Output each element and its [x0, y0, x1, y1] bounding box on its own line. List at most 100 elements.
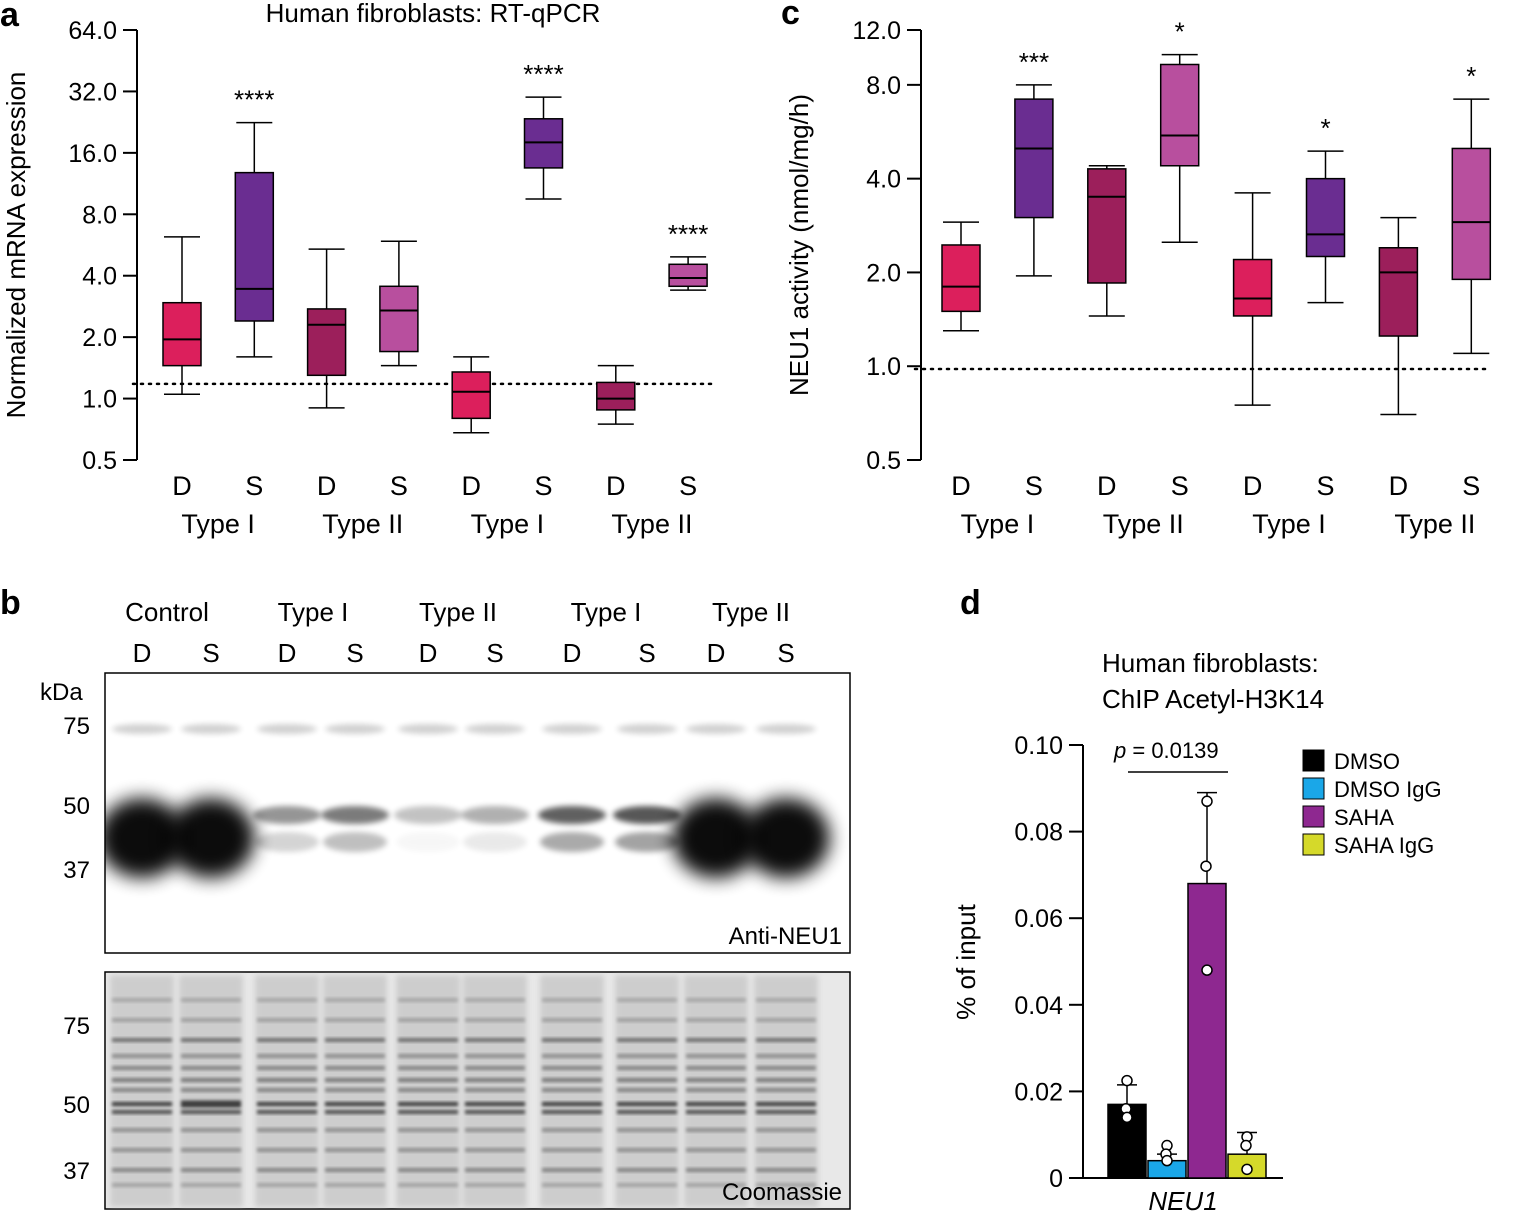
- coomassie-band: [686, 1110, 746, 1114]
- box-D-1: [941, 221, 981, 332]
- legend-swatch: [1302, 749, 1325, 772]
- category-label: D: [951, 471, 971, 501]
- legend-item: SAHA: [1302, 805, 1394, 830]
- p-value-symbol: p: [1113, 738, 1126, 763]
- y-tick-label: 4.0: [82, 263, 117, 291]
- coomassie-band: [181, 1168, 241, 1172]
- significance-label: *: [1320, 113, 1330, 143]
- coomassie-band: [756, 1128, 816, 1132]
- coomassie-band: [686, 998, 746, 1002]
- coomassie-band: [617, 1168, 677, 1172]
- neu1-band: [321, 806, 389, 824]
- coomassie-band: [398, 1078, 458, 1082]
- coomassie-band: [325, 1183, 385, 1187]
- lane-group-label: Type I: [571, 597, 642, 627]
- legend-swatch: [1302, 833, 1325, 856]
- legend-label: DMSO IgG: [1334, 777, 1442, 802]
- neu1-band-lower: [323, 832, 387, 852]
- box-rect: [596, 381, 636, 411]
- coomassie-band: [617, 1110, 677, 1114]
- p-value-annotation: p = 0.0139: [1113, 738, 1219, 763]
- coomassie-band: [181, 1128, 241, 1132]
- box-rect: [1305, 177, 1346, 258]
- coomassie-band: [542, 1110, 602, 1114]
- neu1-lane: [105, 724, 186, 878]
- coomassie-band: [542, 1128, 602, 1132]
- group-label: Type II: [1103, 509, 1184, 539]
- coomassie-band: [398, 1102, 458, 1106]
- coomassie-band: [542, 1088, 602, 1092]
- neu1-lane: [394, 724, 462, 824]
- box-rect: [306, 308, 347, 377]
- data-point: [1121, 1074, 1133, 1087]
- coomassie-band: [617, 1054, 677, 1058]
- box-D-1: [162, 236, 202, 395]
- legend-label: DMSO: [1334, 749, 1400, 774]
- category-label: S: [245, 471, 263, 501]
- data-point: [1161, 1154, 1173, 1167]
- coomassie-band: [465, 1078, 525, 1082]
- significance-label: ***: [1019, 47, 1049, 77]
- coomassie-band: [398, 1148, 458, 1152]
- coomassie-band: [686, 1183, 746, 1187]
- coomassie-band: [325, 1088, 385, 1092]
- y-tick-label: 12.0: [852, 17, 901, 45]
- coomassie-band: [112, 1148, 172, 1152]
- box-rect: [668, 263, 708, 288]
- lane-group-label: Type II: [419, 597, 497, 627]
- mw-marker-bottom: 37: [63, 1158, 90, 1185]
- panel-b-lane-headers: Control Type I Type II Type I Type II D S D S D S D…: [125, 597, 795, 668]
- legend-item: DMSO IgG: [1302, 777, 1442, 802]
- coomassie-band: [542, 998, 602, 1002]
- y-tick-label: 0.08: [1014, 819, 1063, 847]
- anti-neu1-label: Anti-NEU1: [729, 923, 842, 950]
- group-label: Type II: [322, 509, 403, 539]
- y-tick-label: 2.0: [866, 259, 901, 287]
- box-rect: [1159, 63, 1200, 167]
- coomassie-band: [181, 1088, 241, 1092]
- box-rect: [1378, 247, 1419, 337]
- neu1-lane: [461, 724, 529, 852]
- y-tick-label: 0.02: [1014, 1078, 1063, 1106]
- legend-label: SAHA IgG: [1334, 833, 1434, 858]
- box-rect: [1451, 147, 1492, 281]
- coomassie-band: [465, 1110, 525, 1114]
- band-75kda: [756, 724, 816, 734]
- y-tick-label: 1.0: [82, 386, 117, 414]
- coomassie-band: [617, 1038, 677, 1042]
- panel-d-label: d: [960, 584, 981, 622]
- significance-label: ****: [523, 59, 563, 89]
- box-S-4: [379, 240, 419, 367]
- coomassie-band: [756, 1066, 816, 1070]
- box-D-3: [1087, 164, 1127, 317]
- coomassie-band: [181, 1100, 241, 1108]
- category-label: S: [1025, 471, 1043, 501]
- coomassie-band: [465, 1128, 525, 1132]
- coomassie-band: [325, 1110, 385, 1114]
- coomassie-band: [398, 998, 458, 1002]
- y-tick-label: 32.0: [68, 78, 117, 106]
- band-75kda: [686, 724, 746, 734]
- bar-saha: [1187, 791, 1227, 1179]
- coomassie-band: [465, 1183, 525, 1187]
- box-D-7: [1378, 216, 1419, 416]
- coomassie-band: [112, 1078, 172, 1082]
- neu1-band: [167, 798, 255, 878]
- group-label: Type II: [611, 509, 692, 539]
- coomassie-band: [181, 1183, 241, 1187]
- coomassie-band: [112, 1066, 172, 1070]
- coomassie-band: [257, 1038, 317, 1042]
- neu1-lane: [538, 724, 606, 852]
- category-label: S: [1316, 471, 1334, 501]
- panel-d-bars: [1107, 791, 1267, 1179]
- legend-item: SAHA IgG: [1302, 833, 1434, 858]
- band-75kda: [398, 724, 458, 734]
- coomassie-lane: [615, 975, 679, 1207]
- category-label: D: [606, 471, 626, 501]
- coomassie-band: [617, 1078, 677, 1082]
- neu1-lane: [167, 724, 255, 878]
- mw-marker-bottom: 50: [63, 1092, 90, 1119]
- panel-a-y-axis-label: Normalized mRNA expression: [1, 72, 31, 419]
- coomassie-band: [325, 1102, 385, 1106]
- coomassie-band: [617, 1088, 677, 1092]
